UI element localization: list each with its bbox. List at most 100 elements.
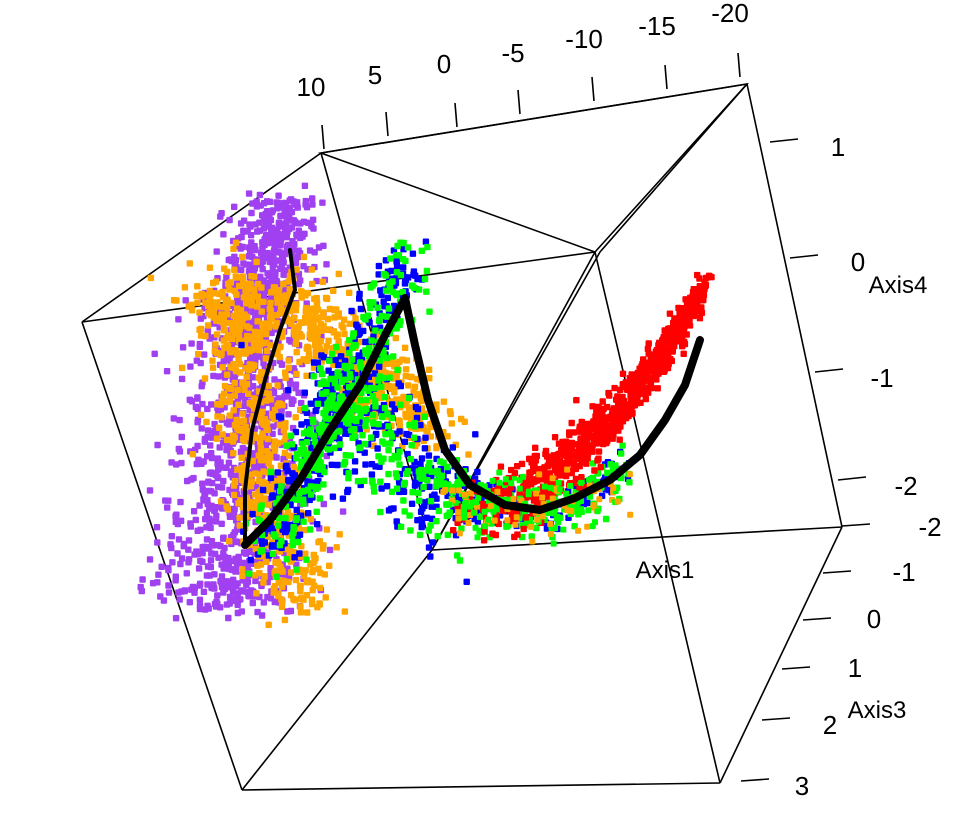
data-point [361, 449, 368, 456]
data-point [473, 499, 480, 506]
data-point [425, 483, 433, 490]
data-point [390, 353, 397, 360]
data-point [416, 497, 423, 504]
data-point [172, 513, 179, 520]
bounding-box [81, 82, 843, 791]
data-point [224, 280, 232, 287]
data-point [154, 441, 161, 449]
data-point [241, 312, 249, 320]
data-point [402, 366, 410, 373]
data-point [666, 310, 674, 317]
data-point [234, 466, 241, 473]
data-point [314, 306, 322, 313]
data-point [462, 500, 469, 506]
data-point [239, 410, 246, 417]
data-point [214, 401, 221, 408]
data-point [590, 502, 597, 509]
data-point [368, 434, 375, 441]
data-point [185, 546, 192, 553]
data-point [273, 227, 280, 235]
data-point [421, 275, 429, 283]
data-point [265, 324, 273, 331]
data-point [399, 288, 406, 296]
data-point [421, 445, 429, 452]
data-point [263, 330, 270, 338]
data-point [226, 216, 233, 224]
data-point [386, 374, 393, 381]
data-point [231, 392, 238, 399]
data-point [368, 471, 376, 478]
data-point [329, 350, 336, 358]
data-point [323, 526, 331, 533]
data-point [321, 410, 329, 418]
data-point [225, 256, 232, 264]
data-point [227, 566, 235, 573]
data-point [550, 453, 557, 461]
data-point [307, 400, 314, 407]
axis4-tick-label: 1 [831, 132, 845, 162]
box-edge [320, 83, 748, 154]
data-point [287, 512, 294, 520]
data-point [207, 442, 214, 449]
data-point [315, 316, 322, 323]
data-point [433, 443, 440, 450]
data-point [403, 357, 411, 364]
axis3-tick [841, 523, 871, 527]
data-point [315, 244, 323, 251]
data-point [231, 558, 238, 565]
data-point [322, 594, 329, 601]
data-point [264, 249, 271, 257]
data-point [305, 313, 312, 320]
data-point [339, 395, 346, 402]
data-point [175, 536, 183, 543]
data-point [194, 442, 201, 450]
data-point [253, 203, 261, 210]
data-point [179, 344, 187, 351]
data-point [410, 434, 418, 441]
data-point [578, 479, 585, 486]
data-point [411, 419, 418, 427]
axis1-tick [385, 111, 389, 137]
data-point [440, 398, 448, 405]
data-point [220, 535, 227, 542]
data-point [568, 419, 575, 427]
data-point [271, 583, 279, 590]
data-point [240, 380, 247, 387]
data-point [291, 314, 298, 322]
data-point [584, 499, 591, 507]
data-point [657, 356, 665, 363]
data-point [260, 599, 267, 606]
data-point [248, 478, 256, 485]
data-point [285, 411, 292, 418]
data-point [310, 559, 317, 567]
data-point [176, 416, 183, 424]
data-point [572, 475, 580, 483]
data-point [300, 253, 308, 261]
data-point [383, 483, 391, 490]
data-point [306, 526, 314, 533]
data-point [230, 407, 237, 414]
axis1-tick-label: -5 [501, 38, 524, 68]
data-point [293, 370, 300, 378]
data-point [225, 459, 233, 466]
data-point [309, 566, 317, 574]
data-point [234, 580, 241, 587]
data-point [376, 363, 383, 370]
data-point [341, 608, 349, 615]
data-point [480, 537, 488, 544]
data-point [219, 364, 226, 371]
data-point [505, 487, 512, 494]
data-point [579, 444, 587, 451]
data-point [177, 517, 185, 524]
data-point [698, 309, 706, 316]
data-point [281, 393, 288, 400]
data-point [212, 341, 219, 348]
data-point [287, 432, 295, 439]
data-point [294, 253, 302, 261]
data-point [433, 518, 440, 525]
data-point [690, 294, 697, 301]
axis3-tick [822, 570, 852, 574]
data-point [286, 225, 293, 233]
data-point [369, 479, 376, 486]
data-point [254, 562, 261, 569]
